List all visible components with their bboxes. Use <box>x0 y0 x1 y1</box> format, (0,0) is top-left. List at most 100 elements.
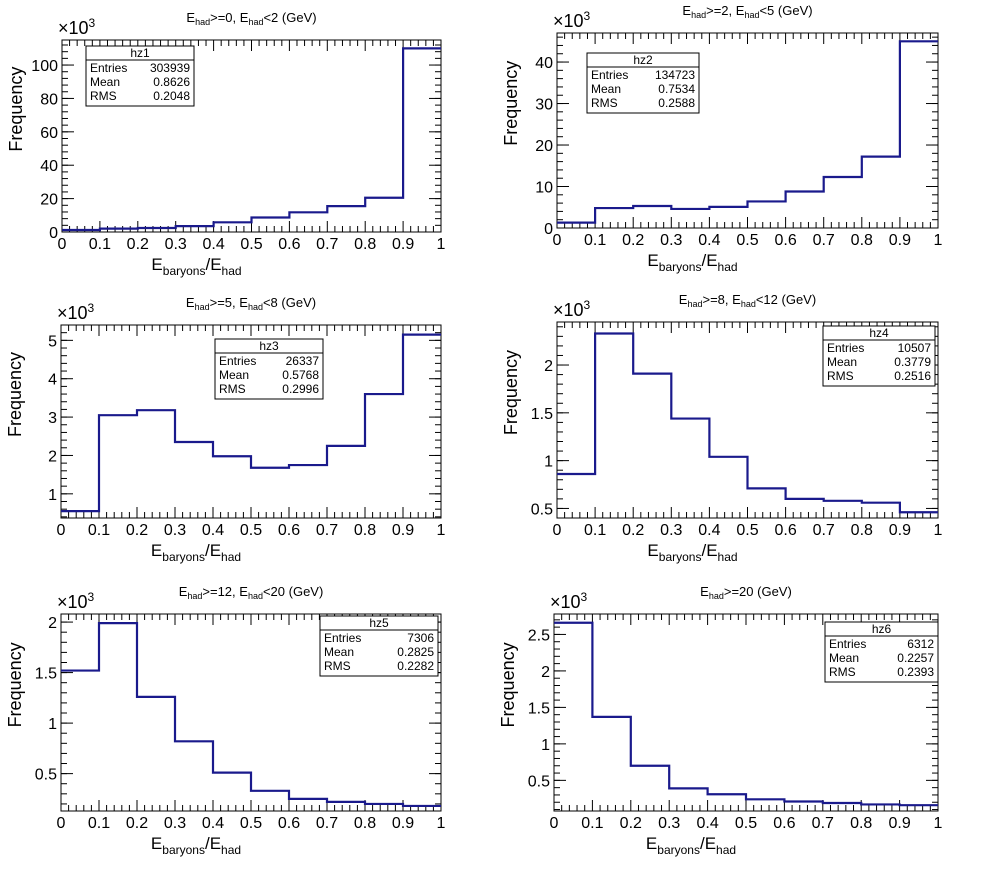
stats-row-label: Entries <box>827 341 864 355</box>
stats-box-name: hz6 <box>872 622 892 636</box>
x-tick-label: 0.2 <box>126 522 148 539</box>
x-tick-label: 0.3 <box>164 522 186 539</box>
stats-box-frame <box>822 325 936 387</box>
x-tick-label: 0.5 <box>240 236 262 253</box>
stats-row-value: 134723 <box>655 68 695 82</box>
x-tick-label: 0.7 <box>813 232 835 249</box>
x-axis-label: Ebaryons/Ehad <box>151 541 241 564</box>
x-tick-label: 0.1 <box>89 236 111 253</box>
x-tick-label: 0.6 <box>774 232 796 249</box>
x-axis-ticks <box>60 325 442 518</box>
panel-title: Ehad>=2, Ehad<5 (GeV) <box>682 3 812 20</box>
stats-row-label: Mean <box>324 645 354 659</box>
x-tick-label: 0.3 <box>165 236 187 253</box>
stats-row-label: Entries <box>90 61 127 75</box>
stats-row-value: 26337 <box>286 354 320 368</box>
histogram-panel-hz5: 0 0.1 0.2 0.3 0.4 0.5 0.6 0.7 0.8 0.9 1 0.5 1 1.5 2×10… <box>5 584 446 857</box>
x-tick-label: 0.5 <box>736 522 758 539</box>
x-tick-label: 0.7 <box>316 236 338 253</box>
x-tick-label: 0.1 <box>88 522 110 539</box>
x-tick-label: 0.9 <box>888 815 910 832</box>
x-tick-label: 0.7 <box>316 815 338 832</box>
x-axis-label: Ebaryons/Ehad <box>151 834 241 857</box>
x-tick-label: 0.3 <box>658 815 680 832</box>
x-tick-label: 0.1 <box>584 522 606 539</box>
stats-box-frame <box>319 615 439 677</box>
x-tick-label: 1 <box>437 522 446 539</box>
y-tick-label: 20 <box>535 138 553 155</box>
x-tick-label: 0.2 <box>127 236 149 253</box>
histogram-panel-hz4: 0 0.1 0.2 0.3 0.4 0.5 0.6 0.7 0.8 0.9 1 0.5 1 1.5 2 ×10… <box>501 292 943 564</box>
y-tick-label: 0 <box>49 225 58 242</box>
x-tick-label: 0.2 <box>622 232 644 249</box>
stats-row-value: 0.5768 <box>282 368 319 382</box>
stats-row-label: Entries <box>829 637 866 651</box>
stats-row-label: Mean <box>591 82 621 96</box>
x-tick-label: 0.8 <box>354 522 376 539</box>
stats-box-hz6: hz6 Entries 6312 Mean 0.2257 RMS 0.2393 <box>824 621 939 683</box>
x-tick-label: 1 <box>934 815 943 832</box>
y-axis-label: Frequency <box>498 642 518 727</box>
y-multiplier: ×103 <box>553 298 591 320</box>
stats-row-value: 303939 <box>150 61 190 75</box>
x-tick-label: 0.6 <box>773 815 795 832</box>
x-tick-label: 0.2 <box>622 522 644 539</box>
stats-row-label: Entries <box>324 631 361 645</box>
stats-box-name: hz1 <box>130 46 150 60</box>
stats-row-value: 0.3779 <box>894 355 931 369</box>
x-tick-label: 0.8 <box>851 232 873 249</box>
x-tick-label: 0.1 <box>88 815 110 832</box>
y-tick-label: 1 <box>544 454 553 471</box>
stats-row-label: RMS <box>591 96 618 110</box>
x-tick-label: 1 <box>437 815 446 832</box>
x-axis-label: Ebaryons/Ehad <box>647 541 737 564</box>
y-multiplier: ×103 <box>57 301 95 323</box>
histogram-panel-hz6: 0 0.1 0.2 0.3 0.4 0.5 0.6 0.7 0.8 0.9 1 0.5 1 1.5 2 2.5… <box>498 584 943 857</box>
x-tick-label: 0 <box>553 232 562 249</box>
y-axis-label: Frequency <box>5 352 25 437</box>
y-tick-label: 5 <box>48 333 57 350</box>
x-tick-label: 0.9 <box>392 522 414 539</box>
y-axis-label: Frequency <box>501 350 521 435</box>
y-tick-label: 80 <box>40 91 58 108</box>
x-axis-label: Ebaryons/Ehad <box>647 251 737 274</box>
stats-row-value: 0.2516 <box>894 369 931 383</box>
stats-row-label: Mean <box>827 355 857 369</box>
y-tick-label: 0.5 <box>35 767 57 784</box>
x-tick-label: 0.8 <box>354 815 376 832</box>
histogram-panel-hz3: 0 0.1 0.2 0.3 0.4 0.5 0.6 0.7 0.8 0.9 1 1 2 3 4 5×103 Eh… <box>5 295 446 564</box>
y-tick-label: 2 <box>48 615 57 632</box>
y-tick-label: 20 <box>40 192 58 209</box>
x-tick-label: 0.7 <box>812 815 834 832</box>
x-tick-label: 0.3 <box>660 232 682 249</box>
x-tick-label: 0.2 <box>620 815 642 832</box>
stats-row-value: 0.2393 <box>897 665 934 679</box>
y-axis-label: Frequency <box>501 61 521 146</box>
x-tick-label: 1 <box>934 522 943 539</box>
y-tick-label: 100 <box>31 58 58 75</box>
stats-row-value: 0.2996 <box>282 382 319 396</box>
x-axis-label: Ebaryons/Ehad <box>151 255 241 278</box>
x-tick-label: 0 <box>57 522 66 539</box>
stats-row-value: 0.2825 <box>397 645 434 659</box>
x-tick-label: 0.8 <box>850 815 872 832</box>
stats-row-value: 0.2282 <box>397 659 434 673</box>
histogram-panel-hz1: 0 0.1 0.2 0.3 0.4 0.5 0.6 0.7 0.8 0.9 1 0 20 40 60 80 10… <box>6 10 446 278</box>
x-tick-label: 1 <box>437 236 446 253</box>
y-axis-ticks <box>61 324 441 518</box>
stats-box-name: hz2 <box>633 53 653 67</box>
histogram-line-hz2 <box>557 40 938 224</box>
stats-row-label: RMS <box>90 89 117 103</box>
x-tick-label: 0.1 <box>584 232 606 249</box>
stats-box-frame <box>586 52 700 114</box>
y-tick-label: 0.5 <box>528 773 550 790</box>
x-tick-label: 0.4 <box>698 232 720 249</box>
x-tick-label: 0.8 <box>851 522 873 539</box>
x-tick-label: 0.3 <box>660 522 682 539</box>
histogram-line-hz5 <box>61 621 441 808</box>
x-tick-label: 0.4 <box>202 815 224 832</box>
y-tick-label: 2 <box>541 664 550 681</box>
stats-box-hz2: hz2 Entries 134723 Mean 0.7534 RMS 0.2588 <box>586 52 700 114</box>
stats-row-label: Mean <box>219 368 249 382</box>
stats-box-name: hz4 <box>869 326 889 340</box>
